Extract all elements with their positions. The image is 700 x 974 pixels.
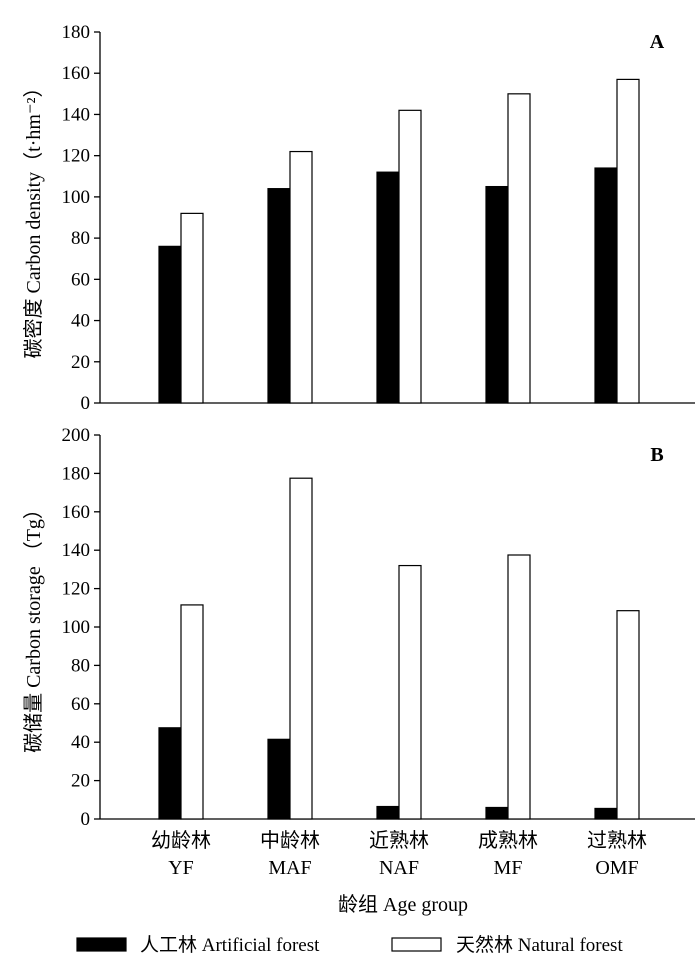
x-tick-label-en: YF — [168, 857, 194, 879]
x-tick-label-en: MAF — [268, 857, 311, 879]
x-tick-label-cn: 幼龄林 — [151, 829, 211, 852]
legend-swatch-artificial-forest — [76, 937, 127, 952]
legend: 人工林 Artificial forest 天然林 Natural forest — [76, 934, 623, 956]
panel-b-carbon-storage: B 碳储量 Carbon storage （Tg） 龄组 Age group 0… — [22, 425, 695, 916]
legend-label-natural-forest: 天然林 Natural forest — [456, 934, 623, 956]
panel-a-bar-natural-yf — [180, 212, 204, 404]
legend-swatch-natural-forest — [391, 937, 442, 952]
panel-b-label: B — [650, 444, 663, 466]
legend-label-artificial-forest: 人工林 Artificial forest — [140, 934, 320, 956]
panel-a-y-tick-label: 20 — [71, 352, 90, 373]
panel-a-label: A — [650, 31, 665, 53]
x-tick-label-cn: 过熟林 — [587, 829, 647, 852]
x-tick-label-cn: 中龄林 — [260, 829, 320, 852]
panel-b-y-tick-label: 100 — [62, 617, 91, 638]
panel-b-y-tick-label: 180 — [62, 463, 91, 484]
panel-a-y-tick-label: 80 — [71, 228, 90, 249]
panel-a-y-tick-label: 100 — [62, 187, 91, 208]
panel-a-bar-artificial-maf — [267, 188, 291, 404]
panel-a-y-tick-label: 160 — [62, 63, 91, 84]
panel-a-bar-artificial-mf — [485, 185, 509, 404]
panel-a-bar-natural-omf — [616, 78, 640, 404]
panel-a-y-tick-label: 180 — [62, 22, 91, 43]
panel-a-y-tick-label: 120 — [62, 146, 91, 167]
panel-b-y-tick-label: 20 — [71, 771, 90, 792]
panel-b-y-axis-title: 碳储量 Carbon storage （Tg） — [22, 499, 45, 753]
x-tick-label-en: OMF — [595, 857, 638, 879]
panel-a-y-tick-label: 40 — [71, 311, 90, 332]
panel-b-bar-artificial-yf — [158, 727, 182, 820]
panel-b-y-tick-label: 200 — [62, 425, 91, 446]
panel-b-bar-artificial-omf — [594, 807, 618, 820]
panel-b-y-tick-label: 60 — [71, 694, 90, 715]
x-tick-label-cn: 近熟林 — [369, 829, 429, 852]
panel-a-bar-artificial-naf — [376, 171, 400, 404]
panel-b-y-tick-label: 0 — [81, 809, 91, 830]
panel-a-y-tick-label: 140 — [62, 104, 91, 125]
x-axis-title: 龄组 Age group — [338, 893, 468, 916]
panel-a-bar-artificial-omf — [594, 167, 618, 404]
panel-b-bar-artificial-maf — [267, 738, 291, 820]
panel-b-bar-natural-naf — [398, 564, 422, 820]
panel-b-bar-natural-omf — [616, 610, 640, 820]
panel-b-bar-artificial-mf — [485, 806, 509, 820]
panel-a-bar-artificial-yf — [158, 245, 182, 404]
panel-a-bar-natural-mf — [507, 93, 531, 404]
panel-b-y-tick-label: 120 — [62, 579, 91, 600]
panel-a-bar-natural-naf — [398, 109, 422, 404]
panel-a-carbon-density: A 碳密度 Carbon density（t·hm⁻²） 0 20 40 60 80 10… — [22, 22, 695, 414]
panel-b-y-tick-label: 80 — [71, 655, 90, 676]
panel-a-y-tick-label: 60 — [71, 269, 90, 290]
panel-b-bar-natural-yf — [180, 604, 204, 820]
panel-b-bar-artificial-naf — [376, 805, 400, 820]
panel-a-bar-natural-maf — [289, 150, 313, 404]
panel-b-y-tick-label: 40 — [71, 732, 90, 753]
x-tick-label-en: NAF — [379, 857, 419, 879]
panel-b-bar-natural-maf — [289, 477, 313, 820]
panel-b-y-tick-label: 140 — [62, 540, 91, 561]
panel-a-y-tick-label: 0 — [81, 393, 91, 414]
panel-b-y-tick-label: 160 — [62, 502, 91, 523]
x-tick-label-cn: 成熟林 — [478, 829, 538, 852]
x-tick-label-en: MF — [494, 857, 523, 879]
panel-b-bar-natural-mf — [507, 554, 531, 820]
panel-a-y-axis-title: 碳密度 Carbon density（t·hm⁻²） — [22, 78, 45, 359]
